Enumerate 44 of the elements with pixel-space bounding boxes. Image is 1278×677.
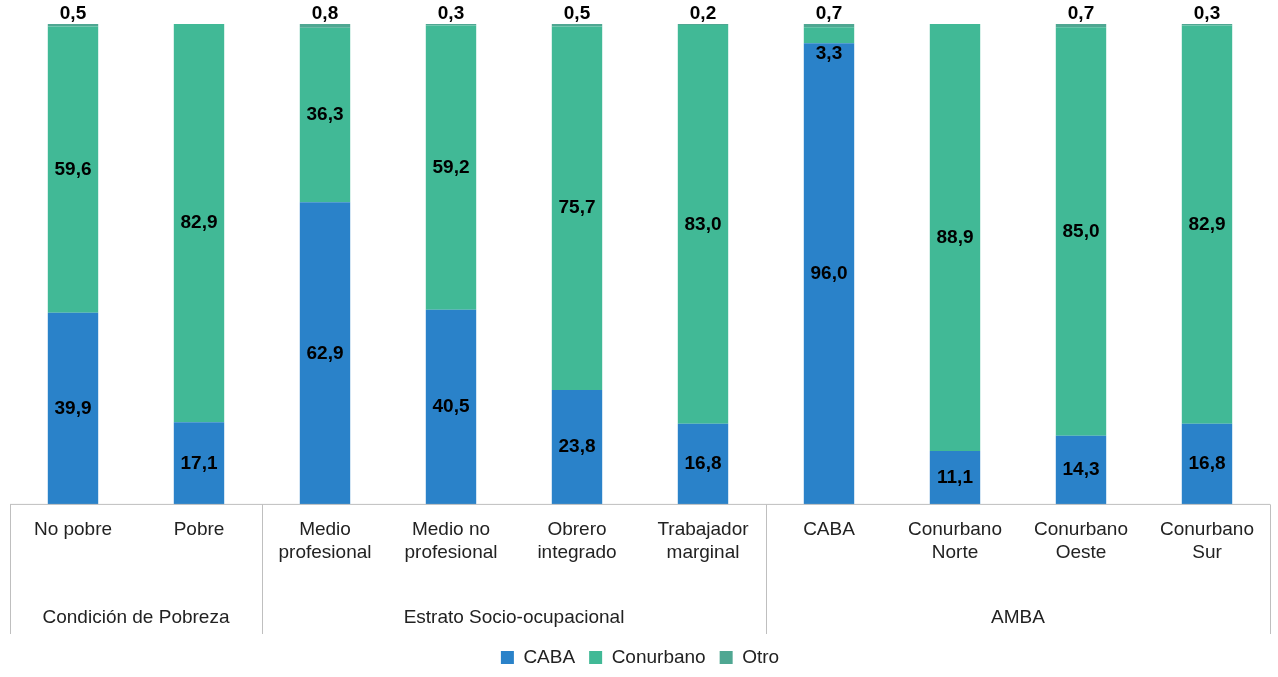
x-tick-label: Medio profesional [278,518,372,562]
data-label: 11,1 [937,465,974,487]
data-label: 0,8 [311,1,339,23]
data-label: 17,1 [180,451,218,473]
data-label: 23,8 [558,435,596,457]
data-label: 0,5 [563,1,591,23]
data-label: 82,9 [1188,212,1226,234]
data-label: 0,2 [689,1,717,23]
data-label: 0,3 [437,1,465,23]
data-label: 59,6 [54,157,92,179]
data-label: 3,3 [815,42,843,64]
data-label: 16,8 [1188,452,1226,474]
data-label: 82,9 [180,211,218,233]
data-label: 75,7 [558,196,596,218]
data-label: 14,3 [1062,458,1100,480]
legend-label: Otro [742,645,780,667]
data-label: 40,5 [432,395,470,417]
x-tick-label: Conurbano Norte [907,518,1003,562]
data-label: 0,3 [1193,1,1221,23]
data-label: 85,0 [1062,219,1100,241]
legend-label: Conurbano [611,645,706,667]
data-label: 83,0 [684,212,722,234]
data-label: 0,7 [1067,1,1095,23]
text: AMBA [991,606,1046,628]
x-tick-label: CABA [803,518,856,540]
data-label: 0,7 [815,1,843,23]
data-label: 88,9 [936,225,974,247]
text: Condición de Pobreza [42,606,230,628]
x-tick-label: Medio no profesional [404,518,498,562]
x-tick-label: Obrero integrado [537,518,617,562]
data-label: 62,9 [306,341,344,363]
data-label: 16,8 [684,452,722,474]
x-tick-label: Trabajador marginal [657,518,750,562]
data-label: 59,2 [432,155,470,177]
x-tick-label: Pobre [173,518,225,540]
data-label: 36,3 [306,103,344,125]
data-label: 96,0 [810,262,848,284]
data-label: 0,5 [59,1,87,23]
x-tick-label: No pobre [33,518,113,540]
x-tick-label: Conurbano Sur [1159,518,1255,562]
text: Estrato Socio-ocupacional [403,606,625,628]
data-label: 39,9 [54,396,92,418]
x-tick-label: Conurbano Oeste [1033,518,1129,562]
legend-label: CABA [523,645,576,667]
